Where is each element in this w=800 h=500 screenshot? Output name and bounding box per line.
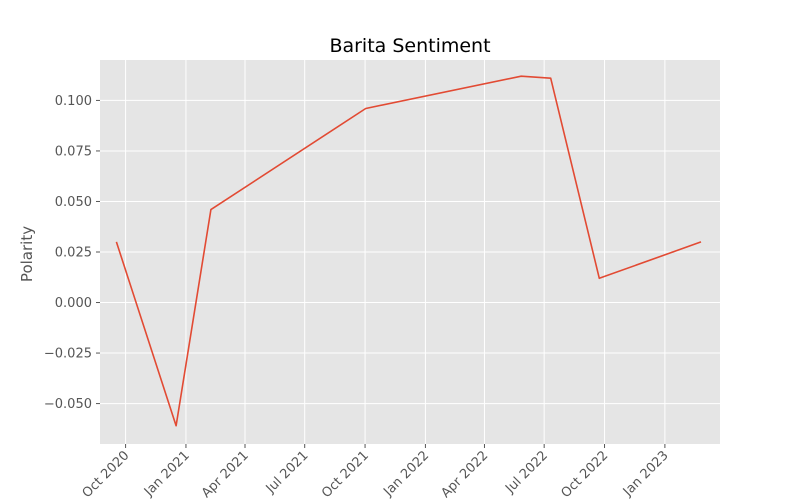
x-tick-label: Oct 2022 xyxy=(559,448,612,500)
y-tick-label: −0.025 xyxy=(44,347,92,362)
x-tick-label: Jan 2022 xyxy=(380,448,432,500)
chart-title: Barita Sentiment xyxy=(329,35,490,57)
x-tick-label: Apr 2021 xyxy=(199,448,252,500)
y-tick-label: 0.000 xyxy=(55,296,92,311)
y-axis: 0.100 0.075 0.050 0.025 0.000 −0.025 −0.050 xyxy=(44,94,100,412)
y-axis-label: Polarity xyxy=(18,226,36,282)
y-tick-label: 0.050 xyxy=(55,195,92,210)
x-tick-label: Oct 2020 xyxy=(80,448,133,500)
series-line-0 xyxy=(115,75,702,427)
y-tick-label: 0.025 xyxy=(55,246,92,261)
x-tick-label: Jan 2023 xyxy=(620,448,672,500)
x-tick-label: Jul 2022 xyxy=(502,448,551,497)
x-tick-label: Jul 2021 xyxy=(263,448,312,497)
y-tick-label: 0.100 xyxy=(55,94,92,109)
x-tick-label: Jan 2021 xyxy=(141,448,193,500)
y-tick-label: 0.075 xyxy=(55,144,92,159)
x-axis: Oct 2020 Jan 2021 Apr 2021 Jul 2021 Oct 2021… xyxy=(80,444,672,500)
x-tick-label: Apr 2022 xyxy=(438,448,491,500)
y-tick-label: −0.050 xyxy=(44,397,92,412)
x-tick-label: Oct 2021 xyxy=(319,448,372,500)
series-group xyxy=(115,75,702,427)
grid xyxy=(100,60,720,444)
